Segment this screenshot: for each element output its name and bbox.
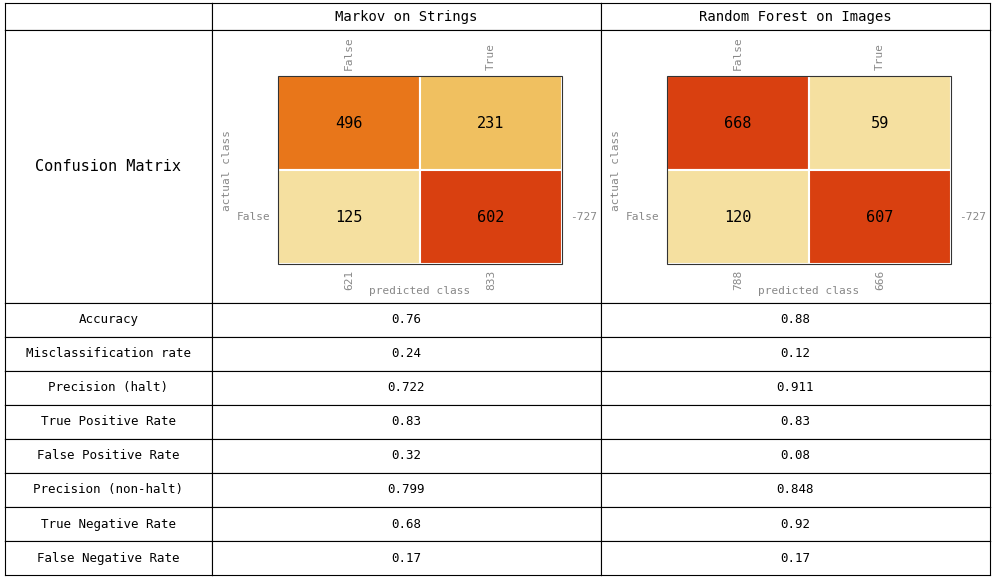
Text: Markov on Strings: Markov on Strings: [335, 9, 477, 24]
Text: actual class: actual class: [223, 130, 233, 211]
Text: actual class: actual class: [611, 130, 621, 211]
Bar: [666, 76, 950, 265]
Text: 0.68: 0.68: [391, 517, 421, 531]
Text: 0.848: 0.848: [776, 483, 813, 497]
Text: 0.83: 0.83: [391, 416, 421, 428]
Text: True: True: [243, 306, 270, 317]
Text: -727: -727: [958, 213, 985, 223]
Bar: [419, 76, 562, 171]
Text: Misclassification rate: Misclassification rate: [26, 347, 191, 360]
Text: -727: -727: [570, 306, 596, 317]
Text: 231: 231: [477, 116, 504, 131]
Text: True: True: [485, 43, 496, 70]
Text: predicted class: predicted class: [757, 286, 859, 296]
Bar: [277, 76, 562, 265]
Text: 621: 621: [344, 270, 354, 290]
Text: True Negative Rate: True Negative Rate: [41, 517, 176, 531]
Text: Accuracy: Accuracy: [79, 313, 138, 326]
Text: 0.722: 0.722: [388, 381, 424, 394]
Text: False Positive Rate: False Positive Rate: [37, 450, 180, 462]
Text: 59: 59: [870, 116, 889, 131]
Text: 0.24: 0.24: [391, 347, 421, 360]
Text: 0.08: 0.08: [779, 450, 810, 462]
Text: 607: 607: [866, 210, 893, 225]
Text: 602: 602: [477, 210, 504, 225]
Text: 125: 125: [335, 210, 363, 225]
Bar: [808, 171, 950, 265]
Text: 0.799: 0.799: [388, 483, 424, 497]
Text: Confusion Matrix: Confusion Matrix: [36, 159, 181, 174]
Text: 0.76: 0.76: [391, 313, 421, 326]
Text: 666: 666: [875, 270, 885, 290]
Text: predicted class: predicted class: [369, 286, 470, 296]
Bar: [666, 76, 808, 171]
Bar: [808, 76, 950, 171]
Text: False Negative Rate: False Negative Rate: [37, 551, 180, 565]
Text: 496: 496: [335, 116, 363, 131]
Text: False: False: [625, 213, 659, 223]
Text: 833: 833: [485, 270, 496, 290]
Text: -727: -727: [958, 306, 985, 317]
Text: True: True: [875, 43, 885, 70]
Text: 0.83: 0.83: [779, 416, 810, 428]
Text: 0.12: 0.12: [779, 347, 810, 360]
Bar: [666, 171, 808, 265]
Text: False: False: [733, 36, 743, 70]
Text: -727: -727: [570, 213, 596, 223]
Text: 0.911: 0.911: [776, 381, 813, 394]
Text: 0.88: 0.88: [779, 313, 810, 326]
Text: Precision (halt): Precision (halt): [49, 381, 168, 394]
Text: Random Forest on Images: Random Forest on Images: [699, 9, 891, 24]
Text: 788: 788: [733, 270, 743, 290]
Text: False: False: [344, 36, 354, 70]
Text: 0.17: 0.17: [391, 551, 421, 565]
Text: 120: 120: [724, 210, 751, 225]
Text: 0.92: 0.92: [779, 517, 810, 531]
Bar: [419, 171, 562, 265]
Text: Precision (non-halt): Precision (non-halt): [34, 483, 183, 497]
Bar: [277, 76, 419, 171]
Bar: [277, 171, 419, 265]
Text: True: True: [631, 306, 659, 317]
Text: 0.32: 0.32: [391, 450, 421, 462]
Text: True Positive Rate: True Positive Rate: [41, 416, 176, 428]
Text: 668: 668: [724, 116, 751, 131]
Text: 0.17: 0.17: [779, 551, 810, 565]
Text: False: False: [237, 213, 270, 223]
